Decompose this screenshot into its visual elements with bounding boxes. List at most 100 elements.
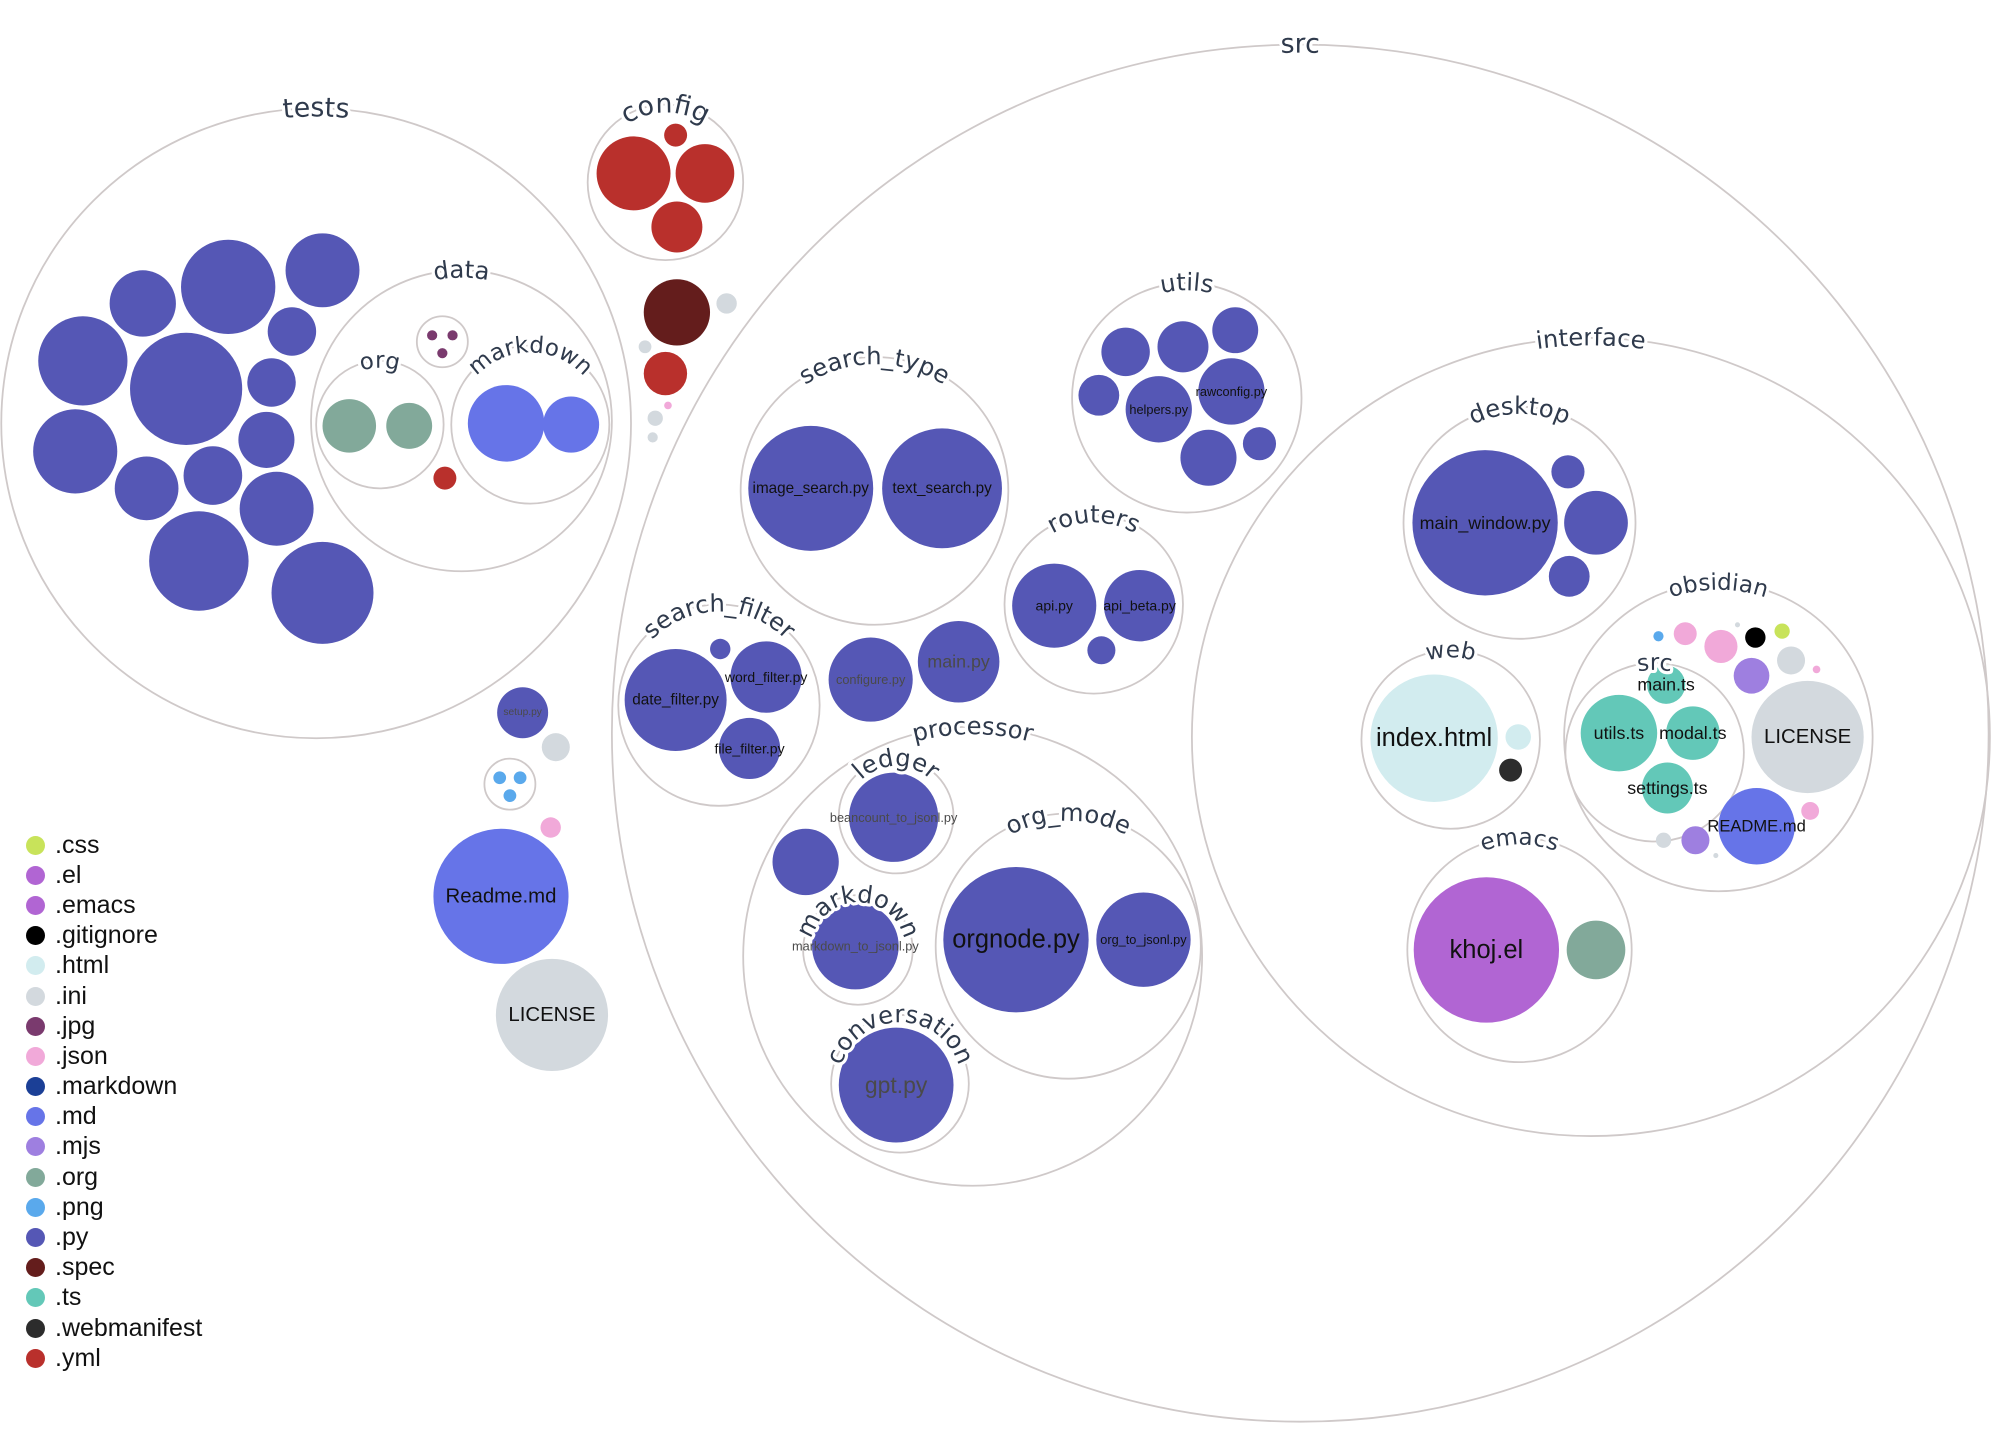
file-circle[interactable] (285, 233, 360, 308)
file-circle[interactable] (267, 307, 317, 356)
file-json[interactable] (1704, 629, 1738, 664)
file-circle[interactable] (1103, 569, 1176, 642)
file-circle[interactable] (651, 201, 703, 253)
folder-src[interactable] (1564, 662, 1745, 843)
file-py[interactable] (33, 409, 118, 494)
file-word-filter-py[interactable]: word_filter.py (724, 641, 808, 713)
file-ini[interactable] (1734, 622, 1741, 628)
file-circle[interactable] (647, 410, 663, 426)
file-py[interactable] (1242, 427, 1277, 461)
folder-markdown[interactable] (802, 894, 914, 1006)
file-circle[interactable] (1564, 490, 1628, 555)
file-configure-py[interactable]: configure.py (828, 637, 913, 722)
file-circle[interactable] (322, 399, 377, 453)
file-html[interactable] (1505, 724, 1531, 750)
file-ini[interactable] (1713, 853, 1719, 859)
file-circle[interactable] (1198, 358, 1265, 425)
file-circle[interactable] (710, 638, 731, 660)
file-json[interactable] (1673, 622, 1697, 646)
file-circle[interactable] (664, 123, 688, 147)
file-readme-md[interactable]: Readme.md (433, 828, 569, 964)
folder-processor[interactable] (742, 725, 1203, 1187)
folder-ledger[interactable] (837, 757, 955, 875)
folder-emacs[interactable] (1406, 836, 1633, 1064)
file-circle[interactable] (109, 270, 176, 337)
file-circle[interactable] (664, 401, 672, 410)
file-py[interactable] (1157, 321, 1209, 373)
file-jpg[interactable] (437, 348, 448, 359)
file-circle[interactable] (643, 279, 711, 346)
file-circle[interactable] (1655, 832, 1672, 848)
file-py[interactable] (247, 358, 296, 407)
file-text-search-py[interactable]: text_search.py (882, 428, 1002, 549)
folder-markdown[interactable] (450, 344, 611, 505)
file-circle[interactable] (38, 316, 128, 406)
file-org[interactable] (386, 402, 433, 449)
file-circle[interactable] (1096, 892, 1191, 987)
file-rawconfig-py[interactable]: rawconfig.py (1196, 358, 1268, 425)
file-main-py[interactable]: main.py (917, 620, 1000, 703)
file-py[interactable] (1101, 327, 1150, 377)
file-circle[interactable] (838, 1027, 954, 1143)
file-main-ts[interactable]: main.ts (1637, 665, 1695, 704)
file-circle[interactable] (1370, 674, 1498, 803)
file-circle[interactable] (1718, 787, 1795, 865)
file-circle[interactable] (1212, 307, 1259, 354)
file-py[interactable] (1087, 636, 1116, 665)
file-spec[interactable] (643, 279, 711, 346)
file-circle[interactable] (1704, 629, 1738, 664)
file-circle[interactable] (1412, 450, 1558, 596)
folder-interface[interactable] (1191, 336, 1991, 1137)
file-circle[interactable] (772, 828, 839, 896)
folder-obsidian[interactable] (1563, 581, 1874, 893)
file-circle[interactable] (239, 471, 314, 546)
file-circle[interactable] (638, 340, 652, 354)
file-png[interactable] (1653, 631, 1664, 642)
file-circle[interactable] (1681, 826, 1710, 855)
file-circle[interactable] (433, 828, 569, 964)
file-circle[interactable] (183, 446, 243, 505)
folder-desktop[interactable] (1402, 405, 1637, 640)
file-png[interactable] (493, 771, 507, 785)
file-org[interactable] (322, 399, 377, 453)
file-circle[interactable] (1548, 555, 1590, 597)
file-circle[interactable] (497, 687, 549, 739)
folder-data[interactable] (310, 269, 613, 573)
file-gpt-py[interactable]: gpt.py (838, 1027, 954, 1143)
file-circle[interactable] (149, 511, 249, 611)
file-mjs[interactable] (1733, 657, 1770, 694)
file-py[interactable] (239, 471, 314, 546)
file-json[interactable] (664, 401, 672, 410)
file-py[interactable] (1078, 374, 1120, 416)
folder-search-filter[interactable] (617, 603, 821, 807)
folder-search-type[interactable] (739, 356, 1010, 626)
file-circle[interactable] (1666, 706, 1720, 760)
file-circle[interactable] (1580, 694, 1658, 772)
file-modal-ts[interactable]: modal.ts (1659, 706, 1727, 760)
file-yml[interactable] (664, 123, 688, 147)
file-py[interactable] (267, 307, 317, 356)
file-circle[interactable] (114, 456, 179, 521)
folder-routers[interactable] (1003, 514, 1184, 695)
file-circle[interactable] (447, 330, 458, 341)
file-license[interactable]: LICENSE (495, 958, 609, 1072)
file-ini[interactable] (638, 340, 652, 354)
file-khoj-el[interactable]: khoj.el (1413, 877, 1560, 1023)
file-png[interactable] (503, 789, 517, 803)
file-circle[interactable] (543, 396, 600, 453)
file-json[interactable] (540, 817, 561, 838)
file-circle[interactable] (1499, 758, 1523, 782)
file-circle[interactable] (433, 466, 457, 490)
file-circle[interactable] (624, 648, 727, 752)
file-circle[interactable] (238, 411, 295, 468)
file-yml[interactable] (643, 351, 688, 396)
folder-org-mode[interactable] (934, 812, 1202, 1080)
file-py[interactable] (149, 511, 249, 611)
file-circle[interactable] (513, 771, 527, 785)
file-py[interactable] (1180, 429, 1237, 486)
folder-unnamed[interactable] (483, 757, 537, 811)
folder-src[interactable] (610, 43, 1990, 1423)
file-yml[interactable] (675, 144, 735, 203)
folder-web[interactable] (1360, 649, 1541, 830)
file-py[interactable] (130, 332, 243, 445)
